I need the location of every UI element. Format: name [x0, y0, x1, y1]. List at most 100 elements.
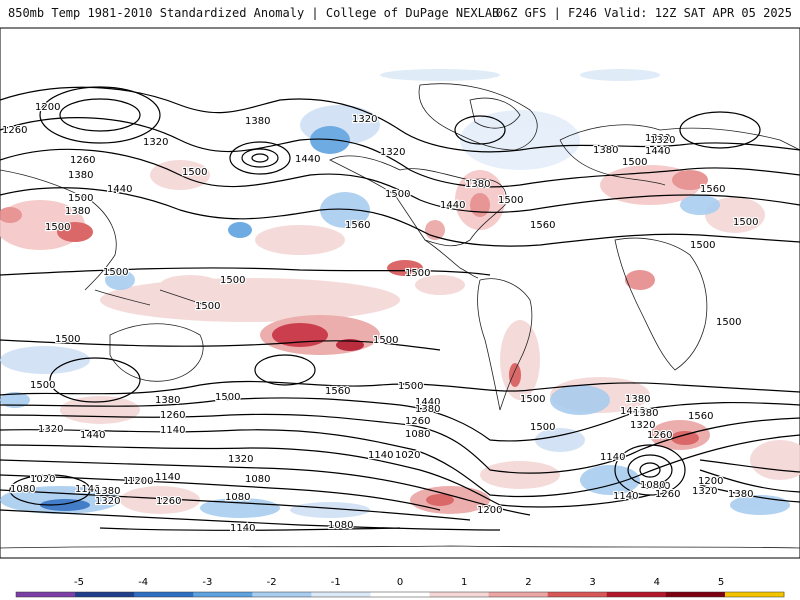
colorbar-tick-label: 1 [461, 577, 467, 588]
contour-label: 1500 [373, 335, 398, 346]
contour-label: 1200 [35, 102, 60, 113]
contour-label: 1140 [600, 452, 625, 463]
contour-label: 1320 [630, 420, 655, 431]
colorbar-tick-label: 3 [589, 577, 595, 588]
contour-label: 1500 [520, 394, 545, 405]
colorbar-band [724, 592, 785, 597]
contour-label: 1020 [395, 450, 420, 461]
colorbar-band [252, 592, 312, 597]
contour-label: 1320 [95, 496, 120, 507]
colorbar-tick-label: -4 [138, 577, 148, 588]
contour-label: 1380 [465, 179, 490, 190]
contour-label: 1560 [345, 220, 370, 231]
contour-label: 1440 [645, 146, 670, 157]
colorbar-tick-label: 5 [718, 577, 724, 588]
contour-label: 1380 [65, 206, 90, 217]
contour-label: 1320 [380, 147, 405, 158]
contour-label: 1080 [640, 480, 665, 491]
contour-label: 1080 [405, 429, 430, 440]
contour-label: 1380 [245, 116, 270, 127]
contour-label: 1440 [415, 397, 440, 408]
contour-label: 1500 [55, 334, 80, 345]
contour-label: 1260 [70, 155, 95, 166]
contour-label: 1500 [733, 217, 758, 228]
contour-label: 1500 [498, 195, 523, 206]
coastlines [0, 83, 800, 549]
contour-label: 1260 [405, 416, 430, 427]
contour-label: 1020 [30, 474, 55, 485]
colorbar-tick-label: -2 [267, 577, 277, 588]
colorbar-tick-label: -1 [331, 577, 341, 588]
contour-label: 1260 [647, 430, 672, 441]
contour-label: 1260 [160, 410, 185, 421]
contour-labels: 1200 1260 1320 1380 1260 1380 1500 1440 … [1, 101, 760, 535]
colorbar-band [193, 592, 253, 597]
contour-label: 1320 [143, 137, 168, 148]
contour-label: 1200 [123, 476, 148, 487]
contour-label: 1500 [690, 240, 715, 251]
contour-label: 1440 [80, 430, 105, 441]
colorbar-bands [15, 591, 785, 598]
contour-label: 1500 [30, 380, 55, 391]
colorbar-band [16, 592, 76, 597]
colorbar-tick-label: 4 [654, 577, 660, 588]
colorbar-band [370, 592, 431, 597]
contour-label: 1140 [368, 450, 393, 461]
contour-label: 1320 [692, 486, 717, 497]
contour-label: 1380 [415, 404, 440, 415]
contour-label: 1500 [45, 222, 70, 233]
contour-label: 1380 [625, 394, 650, 405]
contour-label: 1440 [107, 184, 132, 195]
colorbar-band [606, 592, 667, 597]
contour-label: 1320 [650, 135, 675, 146]
colorbar-band [75, 592, 135, 597]
contour-label: 1080 [245, 474, 270, 485]
contour-label: 1500 [530, 422, 555, 433]
contour-label: 1560 [700, 184, 725, 195]
colorbar-ticks: -5 -4 -3 -2 -1 0 1 2 3 4 5 [74, 577, 724, 588]
contour-label: 1140 [613, 491, 638, 502]
contour-label: 1500 [220, 275, 245, 286]
colorbar-tick-label: 2 [525, 577, 531, 588]
contour-label: 1380 [645, 133, 670, 144]
map-title: 850mb Temp 1981-2010 Standardized Anomal… [8, 6, 500, 20]
contour-label: 1260 [156, 496, 181, 507]
contour-label: 1500 [716, 317, 741, 328]
colorbar: -5 -4 -3 -2 -1 0 1 2 3 4 5 [15, 577, 785, 598]
contour-label: 1500 [195, 301, 220, 312]
colorbar-band [488, 592, 549, 597]
contour-label: 1500 [385, 189, 410, 200]
contour-label: 1140 [75, 484, 100, 495]
contour-label: 1380 [728, 489, 753, 500]
height-contours [0, 86, 800, 531]
contour-label: 1080 [225, 492, 250, 503]
contour-label: 1320 [228, 454, 253, 465]
colorbar-band [134, 592, 194, 597]
colorbar-tick-label: 0 [397, 577, 403, 588]
run-info: 06Z GFS | F246 Valid: 12Z SAT APR 05 202… [495, 6, 792, 20]
contour-label: 1320 [38, 424, 63, 435]
colorbar-band [429, 592, 490, 597]
colorbar-band [311, 592, 371, 597]
contour-label: 1260 [2, 125, 27, 136]
contour-label: 1500 [68, 193, 93, 204]
contour-label: 1500 [215, 392, 240, 403]
contour-label: 1320 [352, 114, 377, 125]
contour-label: 1500 [182, 167, 207, 178]
contour-label: 1440 [620, 406, 645, 417]
contour-label: 1380 [633, 408, 658, 419]
contour-label: 1380 [593, 145, 618, 156]
colorbar-outline [15, 591, 785, 598]
contour-label: 1140 [230, 523, 255, 534]
contour-label: 1560 [325, 386, 350, 397]
contour-label: 1380 [68, 170, 93, 181]
colorbar-band [547, 592, 608, 597]
contour-label: 1140 [160, 425, 185, 436]
contour-label: 1080 [328, 520, 353, 531]
contour-label: 1080 [645, 481, 670, 492]
contour-label: 1200 [128, 476, 153, 487]
contour-label: 1140 [155, 472, 180, 483]
contour-label: 1200 [477, 505, 502, 516]
